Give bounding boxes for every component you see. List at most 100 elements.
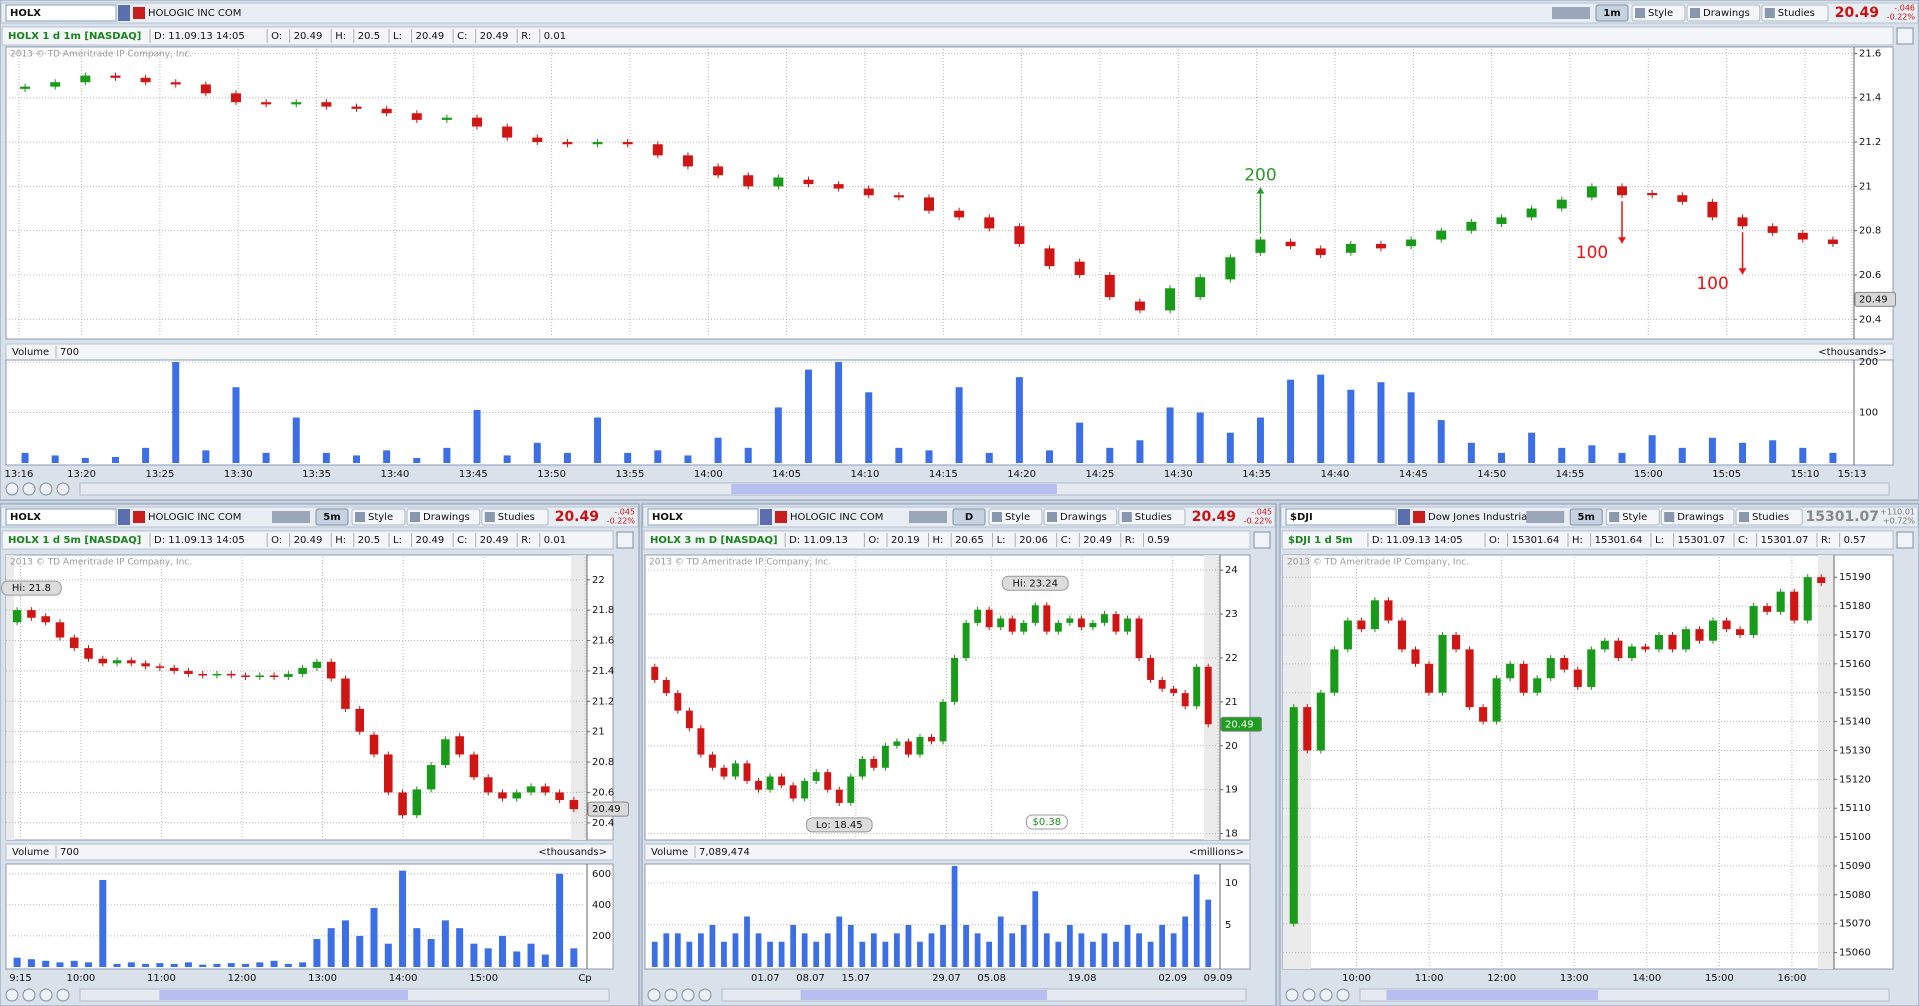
toolbar-button[interactable] [406,508,481,526]
tool-icons[interactable] [1526,511,1565,523]
toolbar-button[interactable] [1735,508,1803,526]
nav-button[interactable] [664,988,678,1002]
y-tick-label: 15140 [1839,717,1871,728]
symbol-box[interactable] [5,4,117,22]
nav-button[interactable] [1319,988,1333,1002]
candle [532,137,543,143]
scroll-thumb[interactable] [1386,990,1599,1000]
interval-button[interactable] [1569,508,1603,526]
link-icon[interactable] [775,511,787,523]
nav-button[interactable] [5,988,19,1002]
info-field: D: 11.09.13 [789,535,848,546]
candle [502,126,513,138]
volume-bar [654,450,662,463]
x-tick-label: 13:45 [459,469,488,480]
volume-bar [1113,941,1119,967]
button-label: Studies [498,512,535,523]
info-row [1,26,1894,46]
chart-settings-icon[interactable] [1896,27,1914,45]
nav-button[interactable] [39,988,53,1002]
tool-icons[interactable] [909,511,947,523]
arrow-head [1738,268,1747,275]
x-tick-label: 14:25 [1086,469,1115,480]
candle [1101,614,1108,623]
candle [230,93,241,103]
x-tick-label: 16:00 [1778,973,1807,984]
nav-button[interactable] [56,988,70,1002]
toolbar-button[interactable] [988,508,1043,526]
nav-button[interactable] [1302,988,1316,1002]
scroll-thumb[interactable] [800,990,1047,1000]
tool-icons[interactable] [1552,7,1590,19]
toolbar-button[interactable] [351,508,406,526]
toolbar-button[interactable] [1118,508,1186,526]
candle [1285,241,1296,247]
candle [1767,226,1778,233]
volume-unit: <thousands> [1818,347,1887,358]
pre-market-area [6,555,14,840]
candle [893,195,904,198]
toolbar-button[interactable] [1043,508,1118,526]
candle [1797,232,1808,240]
link-icon[interactable] [133,511,145,523]
nav-button[interactable] [1285,988,1299,1002]
candle [755,780,762,790]
y-tick-label: 15100 [1839,832,1871,843]
toolbar-button[interactable] [481,508,549,526]
button-icon [1609,512,1620,522]
toolbar-button[interactable] [1631,4,1686,22]
nav-button[interactable] [5,482,19,496]
symbol-dropdown[interactable] [1398,509,1410,525]
symbol-dropdown[interactable] [118,5,130,21]
x-tick-label: 13:00 [1560,973,1589,984]
arrow-head [1256,187,1265,194]
chart-settings-icon[interactable] [1253,531,1271,549]
button-label: Style [1622,512,1647,523]
volume-bar [836,916,843,967]
button-label: Studies [1752,512,1789,523]
toolbar-button[interactable] [1686,4,1761,22]
scroll-thumb[interactable] [731,484,1057,494]
candle [1641,646,1650,650]
interval-button[interactable] [1595,4,1629,22]
volume-header [644,843,1251,861]
interval-button[interactable] [952,508,986,526]
interval-button[interactable] [315,508,349,526]
nav-button[interactable] [22,482,36,496]
toolbar-button[interactable] [1761,4,1829,22]
volume-bar [997,916,1004,967]
chart-settings-icon[interactable] [616,531,634,549]
copyright: 2013 © TD Ameritrade IP Company, Inc. [1287,558,1469,568]
button-icon [1664,512,1675,522]
symbol-box[interactable] [5,508,117,526]
info-field: H: [933,535,944,546]
toolbar-button[interactable] [1660,508,1735,526]
nav-button[interactable] [39,482,53,496]
nav-button[interactable] [698,988,712,1002]
x-tick-label: Cp [578,973,591,984]
nav-button[interactable] [22,988,36,1002]
symbol-box[interactable] [647,508,759,526]
nav-button[interactable] [1336,988,1350,1002]
nav-button[interactable] [681,988,695,1002]
scroll-thumb[interactable] [159,990,408,1000]
tool-icons[interactable] [272,511,310,523]
y-tick-label: 21.6 [592,636,614,647]
volume-bar [498,935,506,967]
symbol-dropdown[interactable] [118,509,130,525]
toolbar-button[interactable] [1605,508,1660,526]
nav-button[interactable] [647,988,661,1002]
x-tick-label: 13:40 [381,469,410,480]
x-tick-label: 14:45 [1399,469,1428,480]
volume-bar [156,963,164,967]
volume-bar [563,452,571,463]
marker: Hi: 21.8 [12,583,51,594]
candle [1827,239,1838,244]
symbol-dropdown[interactable] [760,509,772,525]
candle [1124,618,1131,632]
link-icon[interactable] [133,7,145,19]
nav-button[interactable] [56,482,70,496]
chart-settings-icon[interactable] [1896,531,1914,549]
symbol-box[interactable] [1285,508,1397,526]
link-icon[interactable] [1413,511,1425,523]
